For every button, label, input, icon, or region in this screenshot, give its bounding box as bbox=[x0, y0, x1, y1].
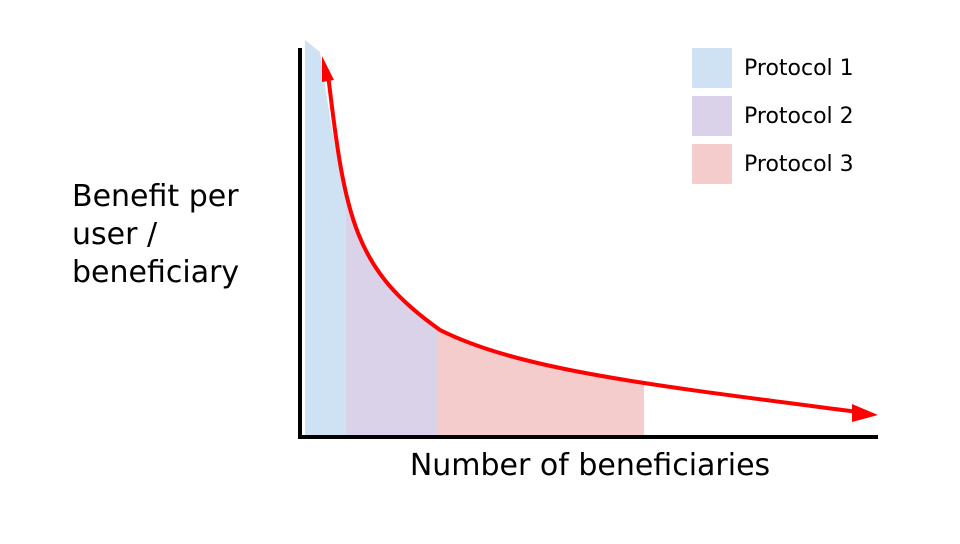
protocol-1-region bbox=[305, 40, 346, 438]
legend-swatch bbox=[692, 48, 732, 88]
legend-label: Protocol 3 bbox=[744, 151, 854, 177]
legend-label: Protocol 2 bbox=[744, 103, 854, 129]
legend: Protocol 1 Protocol 2 Protocol 3 bbox=[692, 48, 854, 192]
legend-item-protocol-2: Protocol 2 bbox=[692, 96, 854, 136]
y-axis-label-line: beneficiary bbox=[72, 255, 240, 290]
curve-arrowhead-top bbox=[322, 56, 334, 82]
legend-item-protocol-3: Protocol 3 bbox=[692, 144, 854, 184]
benefit-curve bbox=[326, 73, 859, 414]
y-axis-label-line: Benefit per bbox=[72, 179, 239, 214]
legend-swatch bbox=[692, 144, 732, 184]
x-axis-label: Number of beneficiaries bbox=[409, 448, 771, 483]
y-axis-label-line: user / bbox=[72, 217, 158, 252]
y-axis-label: Benefit per user / beneficiary bbox=[72, 178, 272, 292]
legend-item-protocol-1: Protocol 1 bbox=[692, 48, 854, 88]
legend-swatch bbox=[692, 96, 732, 136]
legend-label: Protocol 1 bbox=[744, 55, 854, 81]
curve-arrowhead-right bbox=[852, 404, 878, 422]
